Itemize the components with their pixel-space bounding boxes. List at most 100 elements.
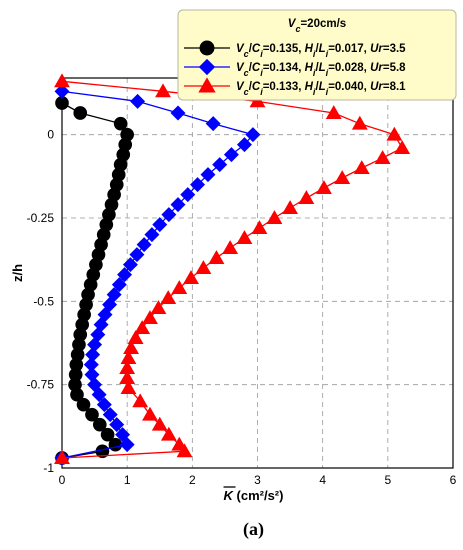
data-point [325,105,342,119]
data-point [119,360,136,374]
data-point [120,350,137,364]
data-point [160,426,177,441]
data-point [351,115,368,130]
legend-item: Vc/Ci=0.135, Hi/Li=0.017, Ur=3.5 [184,40,406,59]
data-point [87,337,103,353]
data-point [142,406,158,421]
data-point [160,290,177,304]
legend-marker [198,77,216,93]
x-tick-label: 6 [450,473,457,487]
data-point [72,337,86,352]
x-tick-label: 2 [189,473,196,487]
data-point [102,297,118,313]
data-point [282,200,299,214]
data-point [115,427,131,443]
legend-item: Vc/Ci=0.133, Hi/Li=0.040, Ur=8.1 [184,77,406,97]
x-tick-label: 1 [124,473,131,487]
data-point [85,347,101,363]
legend-item: Vc/Ci=0.134, Hi/Li=0.028, Ur=5.8 [184,58,406,78]
data-point [54,73,70,88]
data-point [208,250,225,264]
series-2 [54,83,261,466]
y-tick-label: -0.25 [27,211,55,225]
data-point [170,197,186,213]
data-point [68,367,83,382]
data-point [91,387,107,403]
data-point [83,357,99,373]
data-point [374,150,391,164]
data-point [76,397,91,412]
data-point [70,347,85,362]
legend-title: Vc=20cm/s [288,18,346,34]
data-point [122,257,138,273]
y-tick-label: -0.75 [27,378,55,392]
data-point [212,157,228,173]
data-point [111,277,127,293]
data-point [102,407,118,423]
data-point [100,427,115,442]
tick-labels: 0 1 2 3 4 5 6 0 -0.25 -0.5 -0.75 -1 [27,128,457,487]
data-point [120,380,137,394]
data-point [54,83,70,99]
data-point [176,443,193,458]
series-layer [54,73,411,466]
data-point [132,393,149,408]
data-point [97,307,113,323]
data-point [151,416,168,431]
legend: Vc=20cm/s Vc/Ci=0.135, Hi/Li=0.017, Ur=3… [177,9,457,101]
figure-caption: (a) [243,519,264,540]
series-1 [55,96,134,465]
data-point [334,170,351,184]
y-axis-label: z/h [10,264,25,282]
data-point [134,320,151,334]
data-point [190,177,206,193]
data-point [171,280,188,294]
data-point [236,137,252,153]
x-tick-label: 3 [254,473,261,487]
data-point [129,247,145,263]
data-point [93,317,109,333]
legend-label: Vc/Ci=0.134, Hi/Li=0.028, Ur=5.8 [236,62,406,78]
data-point [117,267,133,283]
y-tick-label: 0 [47,128,54,142]
data-point [394,140,411,154]
data-point [205,116,221,132]
data-point [70,387,84,402]
data-point [200,167,216,183]
legend-marker [199,40,215,56]
y-tick-label: -0.5 [33,294,54,308]
data-point [130,93,146,109]
x-axis-label: K (cm²/s²) [224,488,284,503]
y-tick-label: -1 [43,461,54,475]
data-point [85,407,99,422]
data-point [55,96,69,110]
data-point [266,210,283,224]
data-point [54,450,70,464]
data-point [155,83,171,98]
data-point [136,237,152,253]
data-point [180,187,196,203]
x-axis-label-symbol: K [224,488,235,503]
data-point [152,217,168,233]
x-tick-label: 0 [59,473,66,487]
data-point [316,180,332,194]
data-point [150,300,167,314]
data-point [69,357,84,372]
data-point [119,370,136,384]
data-point [73,327,88,342]
data-point [353,160,370,174]
data-point [87,377,103,393]
data-point [195,260,212,274]
data-point [142,310,158,324]
data-point [92,417,107,432]
data-point [119,437,135,453]
data-point [96,397,112,413]
x-tick-label: 4 [319,473,326,487]
legend-label: Vc/Ci=0.133, Hi/Li=0.040, Ur=8.1 [236,81,406,97]
data-point [386,126,403,141]
data-point [127,330,144,344]
data-point [236,230,253,244]
data-point [170,105,186,121]
data-point [183,270,199,284]
